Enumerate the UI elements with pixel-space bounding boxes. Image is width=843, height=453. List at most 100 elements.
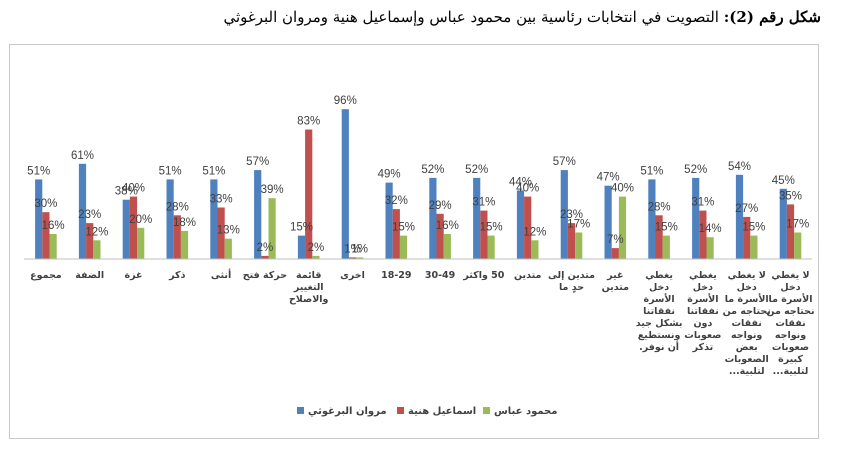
data-label: 31% (691, 197, 714, 209)
data-label: 32% (385, 195, 408, 207)
bar-2-1 (42, 212, 50, 259)
bar-3-3 (137, 227, 145, 259)
bar-2-9 (392, 209, 400, 259)
category-label: ذكر (168, 270, 185, 281)
bar-group (35, 109, 802, 259)
legend: مروان البرغوثي اسماعيل هنية محمود عباس (297, 406, 557, 417)
bar-3-14 (618, 196, 627, 259)
bar-3-9 (399, 235, 408, 259)
data-label: 15% (655, 222, 678, 234)
legend-swatch (297, 407, 304, 414)
category-label: حركة فتح (243, 270, 287, 281)
bar-2-12 (524, 196, 532, 259)
data-label: 23% (78, 209, 101, 221)
bar-1-4 (166, 179, 174, 259)
bar-3-11 (487, 235, 495, 259)
data-label: 31% (472, 197, 495, 209)
figure-caption: شكل رقم (2): التصويت في انتخابات رئاسية … (21, 8, 821, 26)
category-label: بشكل جيد (636, 318, 683, 329)
data-label: 52% (684, 164, 707, 176)
bar-3-6 (268, 198, 276, 259)
data-label: 40% (516, 183, 539, 195)
data-label: 51% (159, 165, 182, 177)
bar-2-13 (567, 223, 576, 259)
data-label: 7% (607, 234, 624, 246)
bar-2-18 (786, 204, 795, 259)
data-label: 51% (202, 165, 225, 177)
bar-1-7 (297, 235, 306, 259)
bar-1-13 (560, 170, 568, 259)
category-label: الأسرة ما (725, 293, 769, 305)
bar-3-16 (706, 237, 714, 259)
data-label: 17% (786, 219, 809, 231)
bar-1-15 (648, 179, 656, 259)
data-label: 1% (351, 243, 368, 255)
data-label: 33% (210, 194, 233, 206)
legend-label: مروان البرغوثي (308, 406, 387, 417)
category-label: متدين (602, 282, 629, 293)
category-label: 18-29 (381, 270, 411, 281)
data-label: 49% (378, 169, 401, 181)
data-label: 12% (523, 226, 546, 238)
category-label: نفقات (775, 318, 805, 329)
category-label: ونواجه (731, 330, 762, 341)
bar-2-2 (86, 223, 94, 259)
data-label: 47% (597, 172, 620, 184)
bar-3-12 (531, 240, 539, 259)
data-label: 51% (27, 165, 50, 177)
data-label: 15% (290, 222, 313, 234)
category-label: ونستطيع (638, 330, 681, 341)
bar-1-1 (35, 179, 43, 259)
category-label: بعض (736, 342, 758, 353)
category-label: نفقات (732, 318, 762, 329)
category-label: دخل (649, 282, 669, 293)
bar-3-18 (794, 232, 802, 259)
bar-1-18 (779, 188, 787, 259)
data-label: 57% (553, 156, 576, 168)
data-label: 38% (115, 186, 138, 198)
data-label: 45% (772, 175, 795, 187)
category-label: يغطي (689, 270, 717, 281)
data-label: 52% (421, 164, 444, 176)
category-label: ونواجه (775, 330, 806, 341)
data-label: 83% (297, 116, 320, 128)
category-label: الأسرة (687, 293, 718, 305)
data-label: 27% (735, 203, 758, 215)
data-label: 16% (436, 220, 459, 232)
data-label: 57% (246, 156, 269, 168)
bar-2-11 (480, 210, 488, 259)
category-label: نفقاتنا (687, 306, 719, 317)
data-label: 35% (779, 190, 802, 202)
category-label: الأسرة ما (769, 293, 813, 305)
bar-2-10 (436, 213, 444, 259)
data-label: 23% (560, 209, 583, 221)
data-label: 17% (567, 219, 590, 231)
category-label: أنثى (211, 268, 231, 281)
data-label: 15% (480, 222, 503, 234)
legend-label: محمود عباس (494, 406, 557, 417)
category-label: قائمة (296, 270, 322, 281)
category-label: متدين إلى (548, 270, 595, 281)
category-label: متدين (514, 270, 541, 281)
bar-2-14 (611, 248, 619, 259)
data-label: 1% (344, 243, 361, 255)
category-label: دون (693, 318, 712, 329)
category-label-group: مجموع الضفة غزة ذكر أنثى حركة فتح قائمةالتغيير… (30, 268, 814, 377)
data-label: 30% (34, 198, 57, 210)
legend-label: اسماعيل هنية (408, 406, 476, 417)
data-label: 13% (217, 225, 240, 237)
legend-swatch (483, 407, 490, 414)
data-label: 16% (42, 220, 65, 232)
category-label: الضفة (75, 270, 104, 281)
bar-2-3 (129, 196, 138, 259)
category-label: غير (606, 270, 623, 281)
data-label: 96% (334, 95, 357, 107)
data-label: 29% (429, 200, 452, 212)
bar-1-16 (692, 177, 700, 259)
category-label: الأسرة (643, 293, 674, 305)
bar-3-8 (356, 257, 364, 259)
legend-swatch (397, 407, 404, 414)
bar-3-15 (662, 235, 670, 259)
caption-label: شكل رقم (2): (723, 8, 821, 26)
